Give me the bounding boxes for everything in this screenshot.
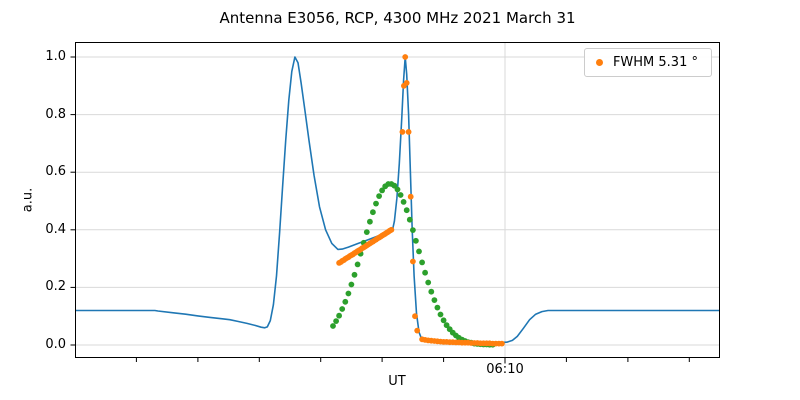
gaussian-fit-points bbox=[330, 323, 336, 329]
gaussian-fit-points bbox=[410, 227, 416, 234]
gaussian-fit-points bbox=[373, 200, 379, 207]
x-tick-label: 06:10 bbox=[486, 362, 524, 377]
gaussian-fit-points bbox=[367, 218, 373, 225]
gaussian-fit-points bbox=[333, 318, 339, 324]
gaussian-fit-points bbox=[339, 306, 346, 312]
gaussian-fit-points bbox=[437, 311, 444, 318]
legend-marker-dot bbox=[595, 59, 603, 66]
y-tick-label: 0.0 bbox=[45, 337, 66, 353]
gaussian-fit-points bbox=[413, 237, 419, 244]
fwhm-measure-points bbox=[403, 80, 410, 86]
y-tick-label: 0.2 bbox=[45, 279, 66, 295]
y-tick-label: 0.4 bbox=[45, 221, 66, 237]
fwhm-measure-points bbox=[414, 327, 421, 334]
gaussian-fit-points bbox=[351, 271, 358, 278]
fwhm-measure-points bbox=[499, 340, 505, 347]
gaussian-fit-points bbox=[342, 298, 349, 305]
fwhm-measure-points bbox=[388, 226, 395, 233]
gaussian-fit-points bbox=[428, 288, 435, 295]
gaussian-fit-points bbox=[348, 281, 355, 288]
chart-title: Antenna E3056, RCP, 4300 MHz 2021 March … bbox=[219, 9, 576, 27]
gaussian-fit-points bbox=[419, 259, 425, 266]
y-tick-label: 0.6 bbox=[45, 164, 66, 180]
x-axis-label: UT bbox=[388, 374, 406, 389]
plot-canvas bbox=[70, 42, 720, 364]
fwhm-measure-points bbox=[399, 129, 406, 135]
fwhm-measure-points bbox=[412, 313, 418, 320]
gaussian-fit-points bbox=[363, 229, 370, 236]
axes-frame bbox=[75, 42, 720, 358]
gaussian-fit-points bbox=[354, 261, 361, 268]
legend: FWHM 5.31 ° bbox=[583, 48, 712, 77]
gaussian-fit-points bbox=[400, 199, 407, 205]
gaussian-fit-points bbox=[397, 192, 404, 198]
gaussian-fit-points bbox=[425, 279, 432, 286]
gaussian-fit-points bbox=[336, 312, 342, 319]
fwhm-measure-points bbox=[402, 54, 409, 60]
fwhm-measure-points bbox=[410, 258, 416, 265]
gaussian-fit-points bbox=[431, 297, 438, 303]
gaussian-fit-points bbox=[376, 193, 382, 200]
legend-label: FWHM 5.31 ° bbox=[612, 55, 698, 70]
y-tick-label: 0.8 bbox=[45, 106, 66, 122]
gaussian-fit-points bbox=[394, 186, 401, 193]
gaussian-fit-points bbox=[416, 248, 422, 255]
gaussian-fit-points bbox=[345, 290, 352, 297]
gaussian-fit-points bbox=[440, 317, 447, 324]
gaussian-fit-points bbox=[443, 322, 450, 329]
fwhm-measure-points bbox=[405, 129, 412, 135]
signal-line bbox=[75, 56, 720, 344]
gaussian-fit-points bbox=[406, 216, 413, 223]
gaussian-fit-points bbox=[370, 209, 376, 216]
y-axis-label: a.u. bbox=[20, 187, 36, 213]
gaussian-fit-points bbox=[403, 207, 410, 214]
gaussian-fit-points bbox=[434, 304, 441, 311]
gaussian-fit-points bbox=[379, 187, 385, 194]
gaussian-fit-points bbox=[422, 269, 428, 276]
y-tick-label: 1.0 bbox=[45, 48, 66, 64]
fwhm-measure-points bbox=[407, 193, 414, 200]
plot-area bbox=[70, 42, 720, 364]
